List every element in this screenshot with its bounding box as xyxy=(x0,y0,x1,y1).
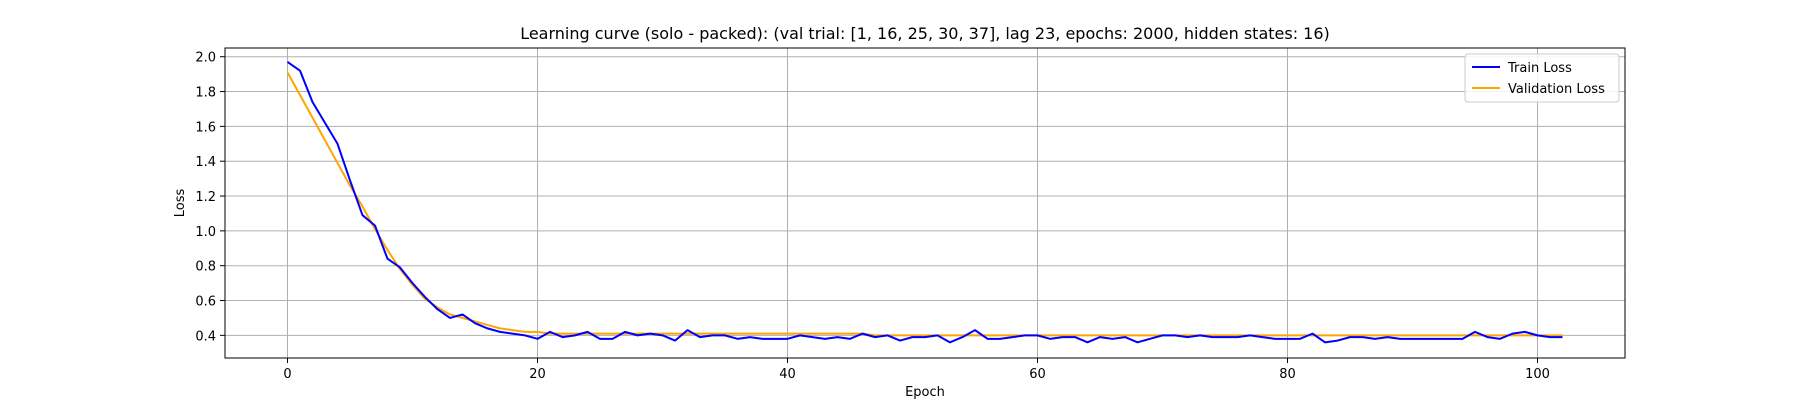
y-axis-label: Loss xyxy=(173,189,188,218)
x-axis-ticks: 0 20 40 60 80 100 xyxy=(283,358,1550,382)
plot-area-frame xyxy=(224,47,1626,359)
x-tick-label: 100 xyxy=(1525,367,1550,382)
x-tick-label: 20 xyxy=(529,367,546,382)
validation-loss-line xyxy=(286,71,1563,337)
y-tick-label: 0.8 xyxy=(195,260,216,275)
legend-box xyxy=(1464,53,1620,103)
grid xyxy=(225,48,1625,358)
x-tick-label: 0 xyxy=(283,367,291,382)
legend: Train Loss Validation Loss xyxy=(1464,53,1620,103)
y-tick-label: 2.0 xyxy=(195,51,216,66)
y-tick-label: 1.0 xyxy=(195,225,216,240)
y-tick-label: 1.2 xyxy=(195,190,216,205)
y-tick-label: 0.4 xyxy=(195,329,216,344)
y-tick-label: 1.8 xyxy=(195,86,216,101)
legend-label-validation-loss: Validation Loss xyxy=(1508,82,1605,97)
train-loss-line xyxy=(286,61,1563,344)
x-axis-label: Epoch xyxy=(905,385,945,400)
x-tick-label: 60 xyxy=(1029,367,1046,382)
legend-label-train-loss: Train Loss xyxy=(1507,61,1572,76)
y-axis-ticks: 0.4 0.6 0.8 1.0 1.2 1.4 1.6 1.8 2.0 xyxy=(195,51,225,344)
y-tick-label: 1.6 xyxy=(195,120,216,135)
x-tick-label: 80 xyxy=(1279,367,1296,382)
y-tick-label: 1.4 xyxy=(195,155,216,170)
chart-title: Learning curve (solo - packed): (val tri… xyxy=(520,24,1330,43)
y-tick-label: 0.6 xyxy=(195,295,216,310)
series-lines xyxy=(286,61,1563,344)
x-tick-label: 40 xyxy=(779,367,796,382)
